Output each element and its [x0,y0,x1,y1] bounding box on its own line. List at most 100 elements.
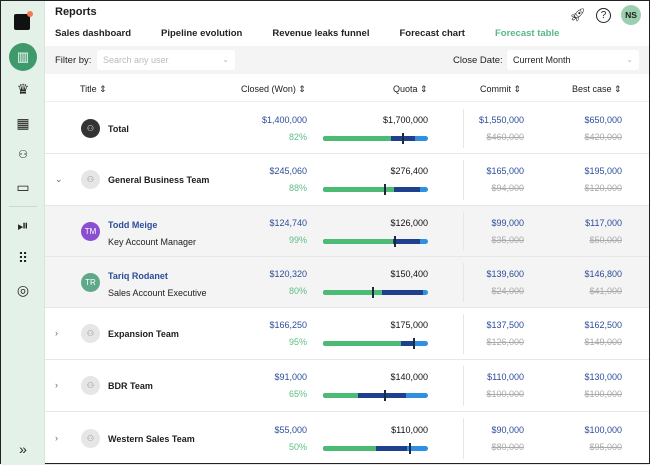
col-best-case[interactable]: Best case ⇕ [572,84,622,94]
table-row[interactable]: ⌄ ⚇ General Business Team $245,060 88% $276,4… [45,154,649,206]
video-icon[interactable]: ▭ [16,179,30,195]
logo-icon[interactable] [14,11,33,30]
row-title: Western Sales Team [108,433,195,444]
bar-closed-segment [323,445,376,451]
crown-icon[interactable]: ♛ [16,81,30,97]
quota-value: $140,000 [390,372,428,382]
quota-attainment-pct: 88% [288,183,307,193]
commit-value: $139,600 [486,268,524,279]
team-icon: ⚇ [81,170,100,189]
column-divider [463,366,464,406]
commit-value: $1,550,000 [478,114,524,125]
building-icon[interactable]: ▦ [16,115,30,131]
filter-bar: Filter by: Search any user ⌄ Close Date:… [45,46,649,74]
col-commit[interactable]: Commit ⇕ [480,84,522,94]
user-name-link[interactable]: Tariq Rodanet [108,270,168,281]
user-avatar[interactable]: NS [621,5,641,25]
col-closed[interactable]: Closed (Won) ⇕ [241,84,306,94]
table-row[interactable]: › ⚇ Western Sales Team $55,000 50% $110,000 $9… [45,412,649,465]
best-case-previous-value: $420,000 [584,131,622,142]
bar-quota-marker [409,442,412,454]
closed-value: $166,250 [269,320,307,330]
sidebar: ▥ ♛ ▦ ⚇ ▭ ⏯ ⠿ ◎ » [1,1,45,465]
apps-grid-icon[interactable]: ⠿ [17,250,29,266]
forecast-bar [323,132,428,144]
bar-quota-marker [372,286,375,298]
tab-revenue-leaks-funnel[interactable]: Revenue leaks funnel [272,28,370,39]
user-circle-icon[interactable]: ◎ [16,282,30,298]
quota-attainment-pct: 95% [288,337,307,347]
commit-value: $165,000 [486,166,524,176]
close-date-select[interactable]: Current Month ⌄ [507,50,639,70]
table-row[interactable]: ⚇ Total $1,400,000 82% $1,700,000 $1,550,000 $… [45,103,649,154]
user-name-link[interactable]: Todd Meige [108,219,158,230]
quota-value: $1,700,000 [382,114,428,125]
expand-icon[interactable]: » [19,441,27,457]
forecast-bar [323,442,428,454]
user-search-input[interactable]: Search any user ⌄ [97,50,235,70]
user-role: Sales Account Executive [108,287,207,298]
row-title: Total [108,123,129,134]
col-title[interactable]: Title ⇕ [80,84,107,94]
tab-forecast-chart[interactable]: Forecast chart [399,28,465,39]
closed-value: $124,740 [269,217,307,228]
tab-sales-dashboard[interactable]: Sales dashboard [55,28,132,39]
closed-value: $120,320 [269,268,307,279]
row-title: General Business Team [108,175,210,185]
commit-previous-value: $460,000 [486,131,524,142]
best-case-previous-value: $50,000 [589,234,622,245]
bar-quota-marker [383,390,386,401]
best-case-value: $130,000 [584,372,622,382]
forecast-bar [323,390,428,401]
col-quota[interactable]: Quota ⇕ [393,84,428,94]
bar-closed-segment [323,289,382,295]
quota-value: $276,400 [390,166,428,176]
best-case-previous-value: $100,000 [584,389,622,399]
search-placeholder: Search any user [103,55,169,65]
row-title: Expansion Team [108,329,179,339]
page-title: Reports [55,6,97,18]
tab-pipeline-evolution[interactable]: Pipeline evolution [161,28,243,39]
best-case-previous-value: $95,000 [589,441,622,452]
table-header: Title ⇕ Closed (Won) ⇕ Quota ⇕ Commit ⇕ … [45,76,649,102]
chevron-right-icon[interactable]: › [55,328,58,338]
best-case-value: $117,000 [585,217,622,228]
chevron-right-icon[interactable]: › [55,380,58,390]
commit-value: $90,000 [491,424,524,435]
table-row[interactable]: TM Todd Meige Key Account Manager $124,740 9… [45,206,649,257]
bar-quota-marker [413,338,416,349]
quota-attainment-pct: 65% [288,389,307,399]
users-icon[interactable]: ⚇ [18,149,28,161]
quota-value: $126,000 [390,217,428,228]
column-divider [463,212,464,251]
column-divider [463,160,464,200]
bar-commit-segment [323,393,406,398]
table-row[interactable]: TR Tariq Rodanet Sales Account Executive $1… [45,257,649,308]
play-circle-icon[interactable]: ⏯ [17,217,29,233]
help-icon[interactable]: ? [596,7,611,23]
column-divider [463,263,464,302]
forecast-bar [323,184,428,195]
close-date-value: Current Month [513,55,571,65]
sidebar-divider [9,206,37,207]
chevron-right-icon[interactable]: › [55,432,58,443]
table-row[interactable]: › ⚇ Expansion Team $166,250 95% $175,000 $137,… [45,308,649,360]
commit-previous-value: $100,000 [486,389,524,399]
chevron-down-icon: ⌄ [222,55,229,64]
chevron-down-icon[interactable]: ⌄ [55,174,63,184]
table-row[interactable]: › ⚇ BDR Team $91,000 65% $140,000 $110,000 $100… [45,360,649,412]
best-case-previous-value: $149,000 [584,337,622,347]
column-divider [463,109,464,148]
best-case-value: $100,000 [584,424,622,435]
closed-value: $91,000 [274,372,307,382]
user-role: Key Account Manager [108,236,197,247]
closed-value: $55,000 [274,424,307,435]
group-icon: ⚇ [81,118,100,138]
commit-previous-value: $94,000 [491,183,524,193]
commit-previous-value: $80,000 [491,441,524,452]
team-icon: ⚇ [81,324,100,343]
bar-chart-icon[interactable]: ▥ [9,43,37,71]
rocket-icon[interactable]: 🚀︎ [569,7,586,22]
quota-value: $150,400 [390,268,428,279]
commit-value: $99,000 [491,217,524,228]
